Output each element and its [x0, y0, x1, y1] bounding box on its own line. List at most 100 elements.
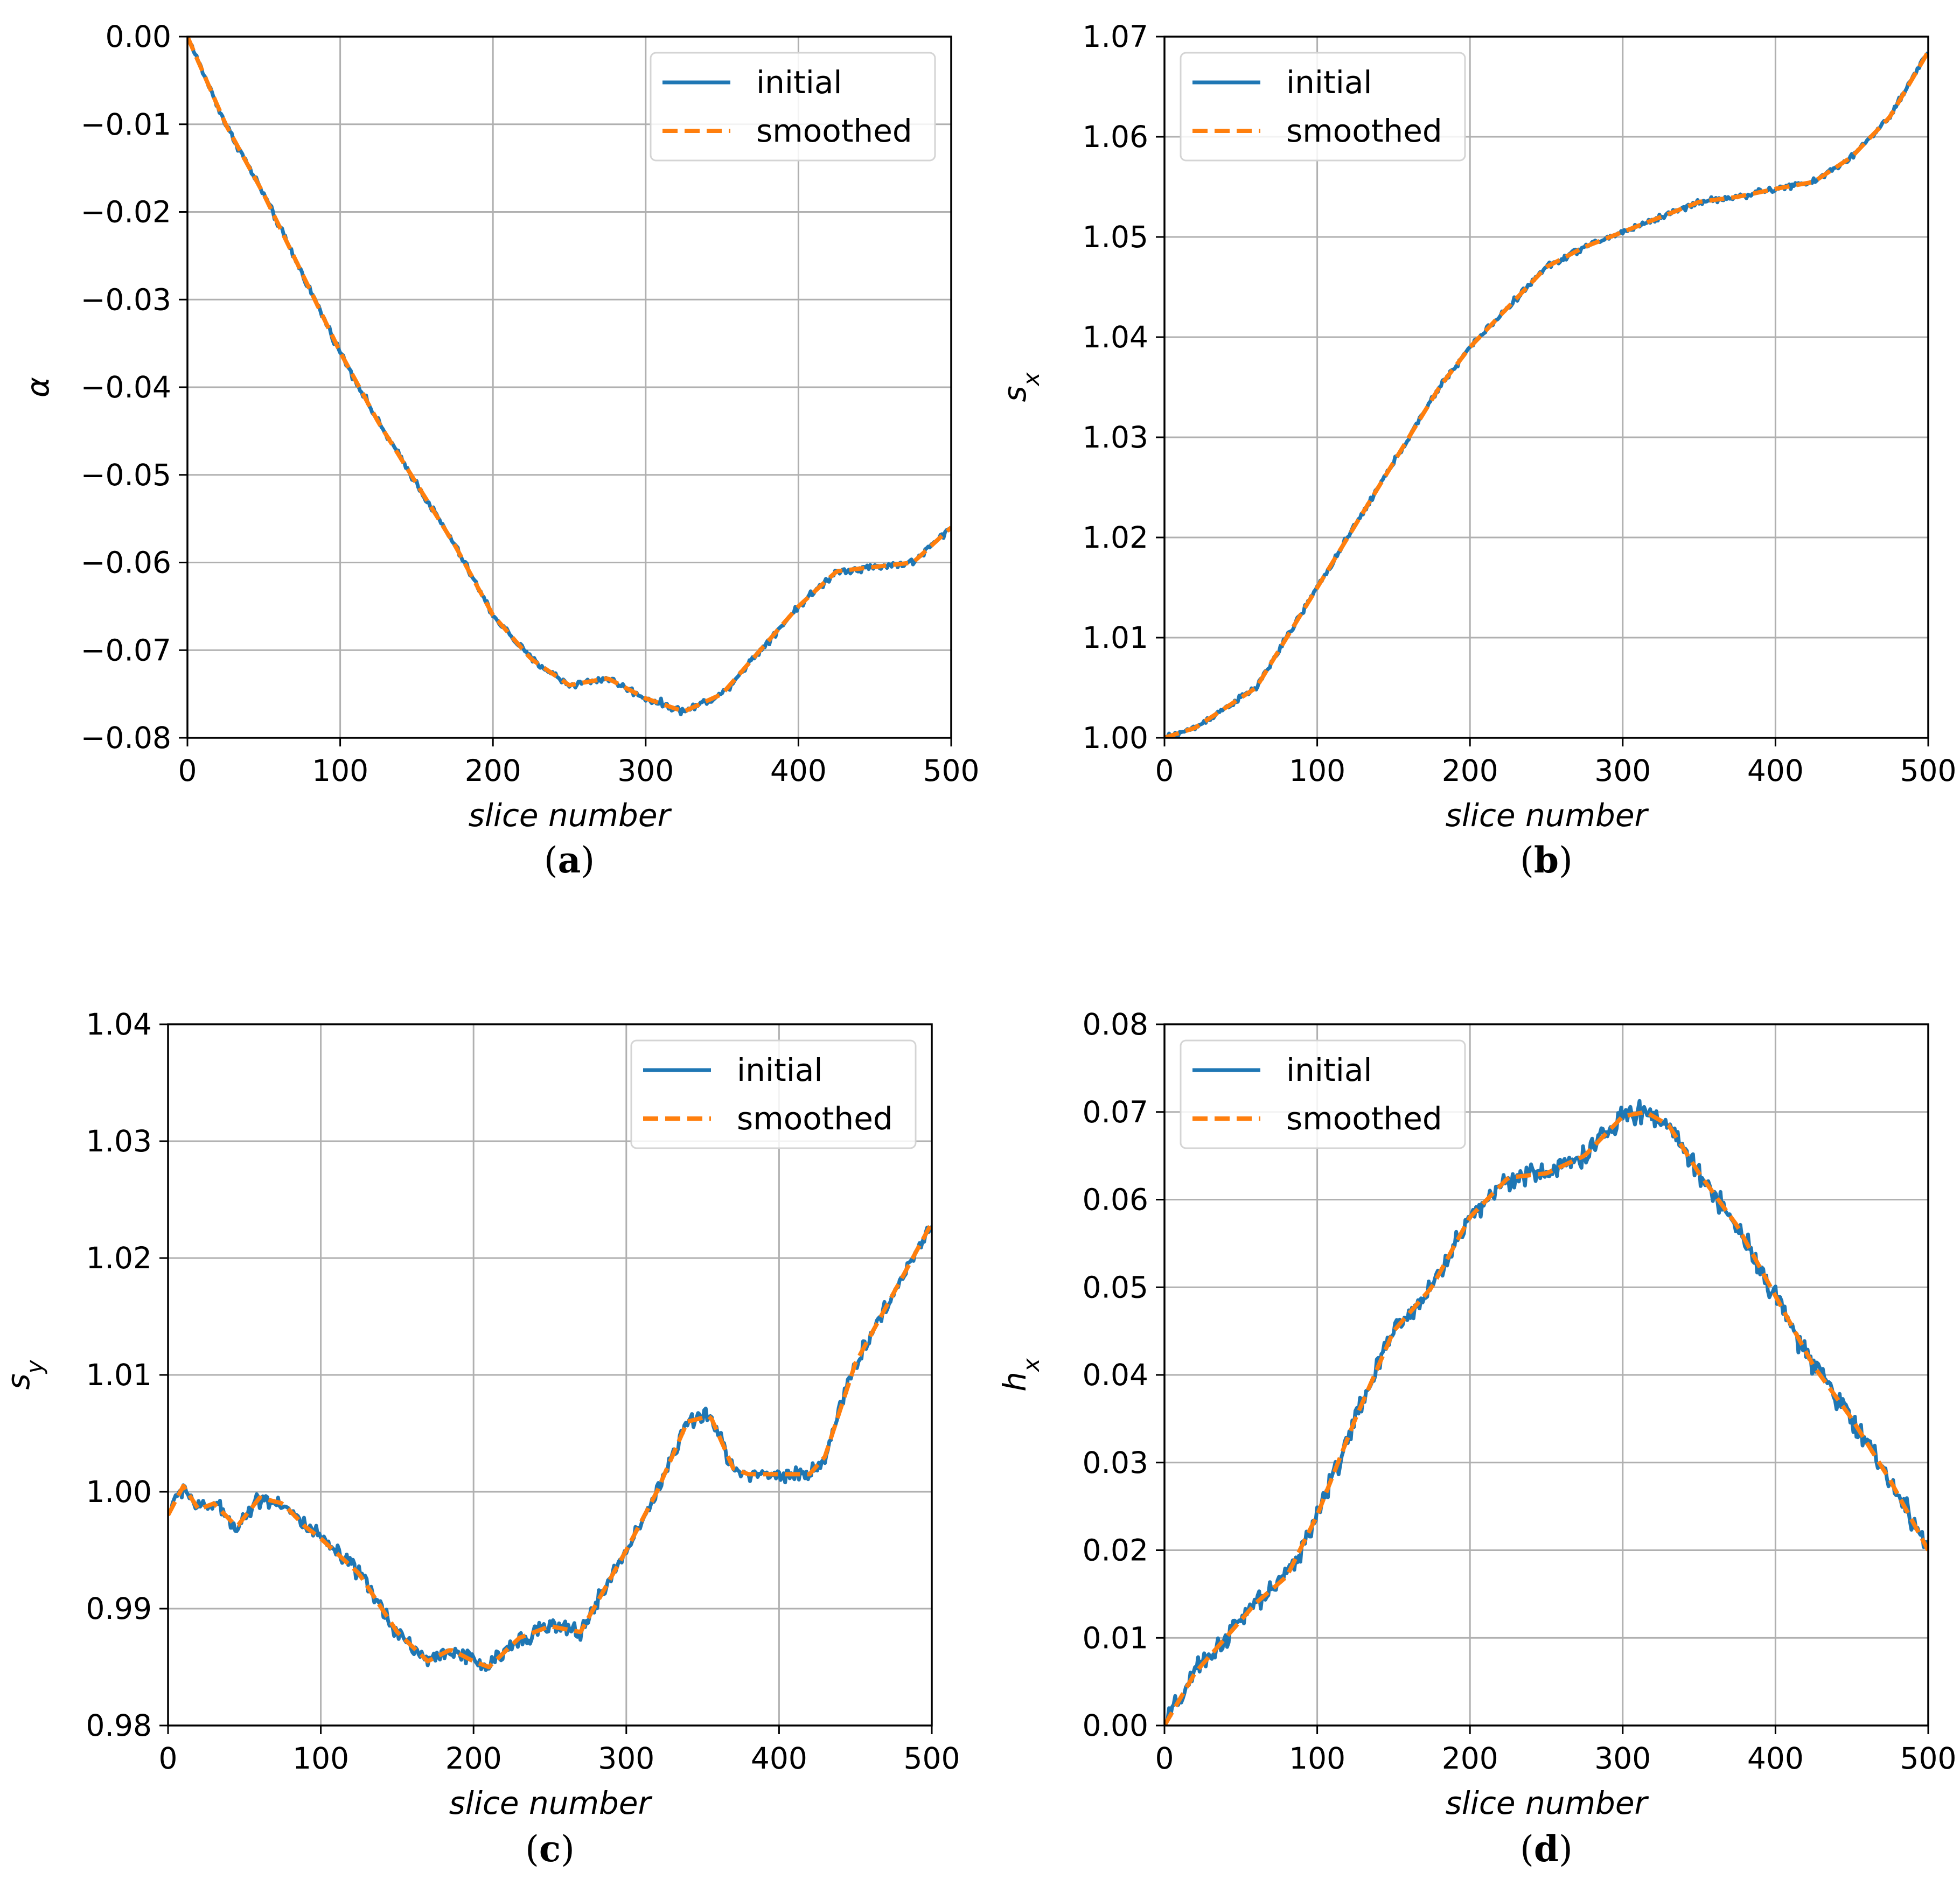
chart-panel-d: 0 100 200 300 400 500 0.00 0.01 0.02 0.03 0.04 0.05… — [996, 1007, 1956, 1870]
y-tick-label: 1.06 — [1083, 120, 1148, 154]
x-tick-label: 200 — [465, 753, 521, 788]
legend: initial smoothed — [650, 52, 936, 162]
y-tick-label: −0.07 — [80, 633, 171, 667]
y-tick-label: 1.02 — [1083, 520, 1148, 555]
legend-box — [1180, 1039, 1466, 1149]
x-tick-label: 300 — [1594, 1741, 1651, 1776]
panel-caption: (d) — [1520, 1828, 1573, 1870]
x-axis-label: slice number — [1446, 1785, 1649, 1821]
y-tick-label: 1.03 — [1083, 420, 1148, 455]
legend-label-smoothed: smoothed — [1286, 113, 1442, 149]
series-smoothed-line — [168, 1221, 932, 1670]
y-tick-label: 1.03 — [86, 1124, 152, 1158]
x-tick-label: 0 — [159, 1741, 178, 1776]
y-tick-label: 0.03 — [1083, 1445, 1148, 1480]
chart-panel-b: 0 100 200 300 400 500 1.00 1.01 1.02 1.03 1.04 1.05… — [996, 19, 1956, 881]
x-tick-label: 100 — [312, 753, 368, 788]
y-tick-label: 0.01 — [1083, 1620, 1148, 1655]
panel-caption: (b) — [1520, 839, 1573, 881]
y-tick-label: 0.99 — [86, 1591, 152, 1626]
y-tick-label: −0.05 — [80, 458, 171, 492]
legend-label-initial: initial — [1286, 64, 1372, 101]
series-smoothed-line — [187, 37, 951, 714]
x-tick-label: 400 — [751, 1741, 807, 1776]
x-tick-label: 300 — [598, 1741, 654, 1776]
y-tick-label: −0.03 — [80, 282, 171, 317]
x-tick-label: 400 — [1747, 753, 1804, 788]
panel-caption-letter: d — [1534, 1828, 1559, 1870]
panel-caption: (c) — [525, 1828, 575, 1870]
y-axis-label: sx — [996, 372, 1044, 402]
legend: initial smoothed — [630, 1039, 917, 1149]
y-axis-label-subscript: x — [1018, 372, 1044, 387]
legend-label-initial: initial — [756, 64, 842, 101]
x-axis-label: slice number — [1446, 797, 1649, 834]
y-tick-label: 1.01 — [86, 1358, 152, 1392]
y-tick-label: 0.00 — [1083, 1708, 1148, 1743]
x-tick-label: 300 — [617, 753, 674, 788]
legend-label-smoothed: smoothed — [737, 1100, 893, 1137]
legend-label-smoothed: smoothed — [756, 113, 912, 149]
legend-label-initial: initial — [1286, 1052, 1372, 1088]
x-tick-label: 500 — [1900, 753, 1957, 788]
x-tick-label: 300 — [1594, 753, 1651, 788]
legend: initial smoothed — [1180, 1039, 1466, 1149]
y-tick-label: 1.02 — [86, 1241, 152, 1275]
x-tick-label: 100 — [292, 1741, 349, 1776]
x-axis-label: slice number — [449, 1785, 653, 1821]
x-tick-label: 200 — [1442, 1741, 1498, 1776]
legend-box — [1180, 52, 1466, 162]
y-tick-label: −0.06 — [80, 546, 171, 580]
y-tick-label: 1.05 — [1083, 220, 1148, 254]
panel-caption-letter: a — [558, 839, 581, 881]
series-smoothed-line — [1164, 50, 1928, 738]
y-tick-label: 1.01 — [1083, 620, 1148, 655]
x-tick-label: 100 — [1289, 753, 1345, 788]
y-axis-label-subscript: y — [22, 1359, 48, 1374]
y-tick-label: 0.07 — [1083, 1095, 1148, 1129]
x-tick-label: 500 — [904, 1741, 960, 1776]
legend-label-smoothed: smoothed — [1286, 1100, 1442, 1137]
x-tick-label: 200 — [1442, 753, 1498, 788]
x-axis-label: slice number — [469, 797, 672, 834]
y-tick-label: 1.00 — [1083, 721, 1148, 755]
series-smoothed-line — [1164, 1110, 1928, 1726]
legend-box — [650, 52, 936, 162]
legend: initial smoothed — [1180, 52, 1466, 162]
legend-box — [630, 1039, 917, 1149]
y-tick-label: 0.00 — [106, 19, 171, 54]
y-tick-label: 0.05 — [1083, 1270, 1148, 1304]
panel-caption-letter: c — [539, 1828, 561, 1870]
panel-caption-letter: b — [1534, 839, 1559, 881]
y-tick-label: 1.04 — [86, 1007, 152, 1042]
y-axis-label: sy — [0, 1359, 48, 1389]
y-tick-label: −0.04 — [80, 370, 171, 404]
x-tick-label: 400 — [770, 753, 827, 788]
x-tick-label: 400 — [1747, 1741, 1804, 1776]
y-tick-label: −0.08 — [80, 721, 171, 755]
chart-panel-a: 0 100 200 300 400 500 −0.08 −0.07 −0.06 −0.05 −0.0… — [19, 19, 979, 881]
y-tick-label: −0.02 — [80, 195, 171, 229]
y-axis-label: α — [19, 377, 56, 397]
x-tick-label: 0 — [1155, 753, 1174, 788]
y-tick-label: 1.04 — [1083, 320, 1148, 354]
y-tick-label: −0.01 — [80, 107, 171, 142]
x-tick-label: 100 — [1289, 1741, 1345, 1776]
y-axis-label: hx — [996, 1358, 1044, 1392]
x-tick-label: 500 — [1900, 1741, 1957, 1776]
y-tick-label: 0.06 — [1083, 1183, 1148, 1217]
y-axis-label-subscript: x — [1018, 1358, 1044, 1373]
panel-caption: (a) — [544, 839, 595, 881]
legend-label-initial: initial — [737, 1052, 823, 1088]
x-tick-label: 200 — [445, 1741, 502, 1776]
x-tick-label: 0 — [178, 753, 197, 788]
axes-frame — [1163, 36, 1929, 739]
y-tick-label: 0.08 — [1083, 1007, 1148, 1042]
y-tick-label: 1.00 — [86, 1475, 152, 1509]
y-tick-label: 0.98 — [86, 1708, 152, 1743]
x-tick-label: 0 — [1155, 1741, 1174, 1776]
x-tick-label: 500 — [923, 753, 980, 788]
y-tick-label: 0.04 — [1083, 1358, 1148, 1392]
y-tick-label: 0.02 — [1083, 1533, 1148, 1568]
